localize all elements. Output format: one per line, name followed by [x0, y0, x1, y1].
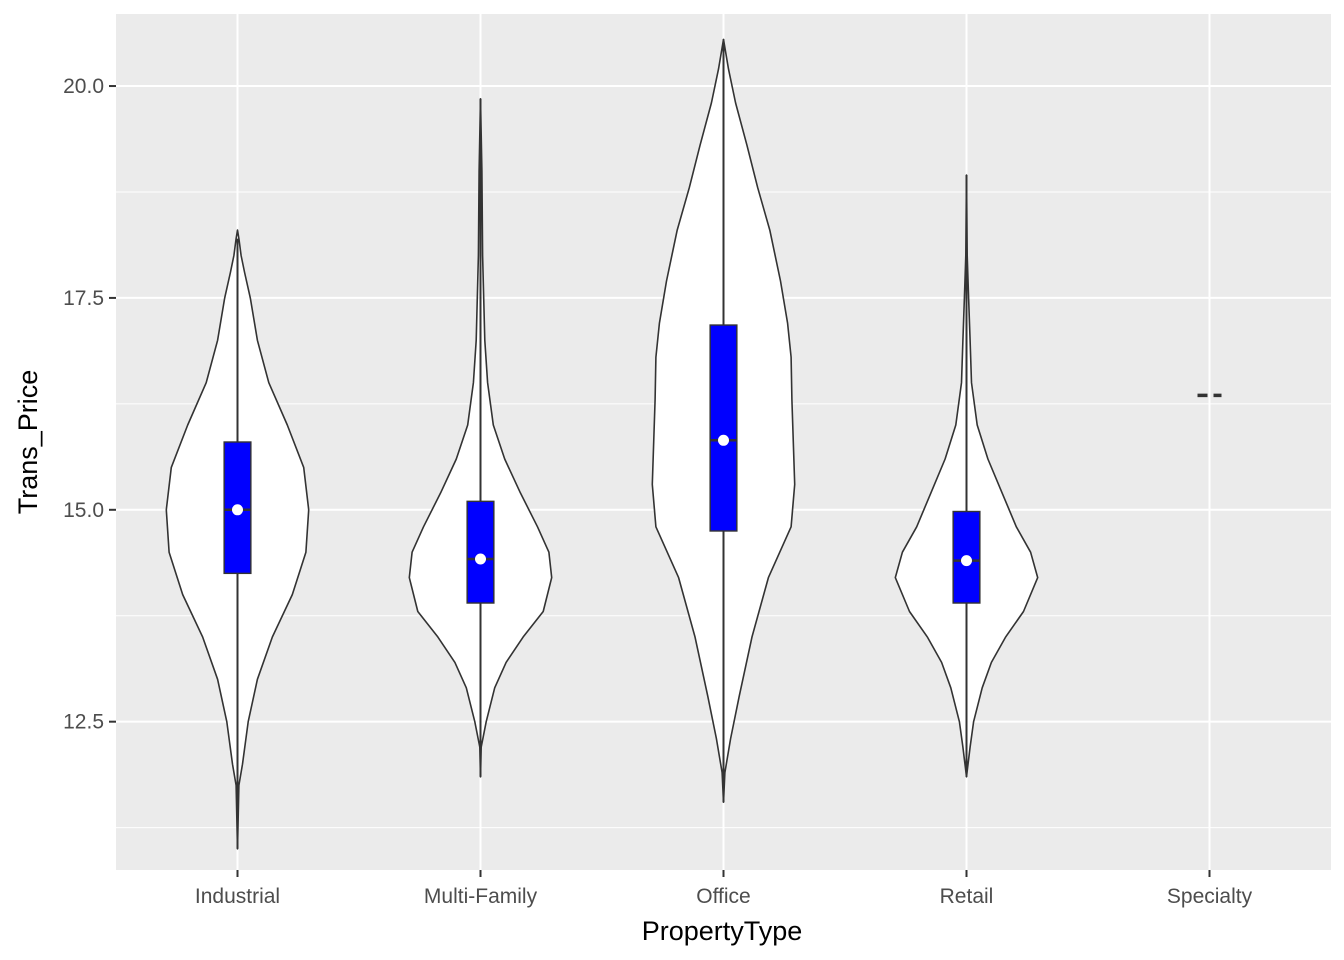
violin-retail	[894, 174, 1039, 778]
iqr-box	[709, 324, 738, 532]
y-axis-title: Trans_Price	[13, 370, 43, 515]
violin-multi-family	[408, 98, 553, 778]
violin-industrial	[165, 229, 310, 850]
y-tick-label: 15.0	[63, 499, 104, 522]
y-axis: 12.5 15.0 17.5 20.0	[63, 75, 116, 734]
violins	[165, 38, 1222, 850]
mean-point	[475, 553, 486, 565]
x-tick-label: Industrial	[195, 885, 280, 908]
y-tick-label: 12.5	[63, 711, 104, 734]
y-tick-label: 20.0	[63, 75, 104, 98]
y-tick-label: 17.5	[63, 287, 104, 310]
x-axis: Industrial Multi-Family Office Retail Specia…	[195, 870, 1253, 908]
iqr-box	[466, 500, 495, 604]
x-tick-label: Retail	[940, 885, 994, 908]
x-tick-label: Multi-Family	[424, 885, 538, 908]
x-tick-label: Specialty	[1167, 885, 1253, 908]
mean-point	[232, 504, 243, 516]
x-axis-title: PropertyType	[642, 916, 803, 946]
x-tick-label: Office	[696, 885, 750, 908]
mean-point	[961, 555, 972, 567]
violin-office	[651, 38, 796, 803]
mean-point	[718, 434, 729, 446]
